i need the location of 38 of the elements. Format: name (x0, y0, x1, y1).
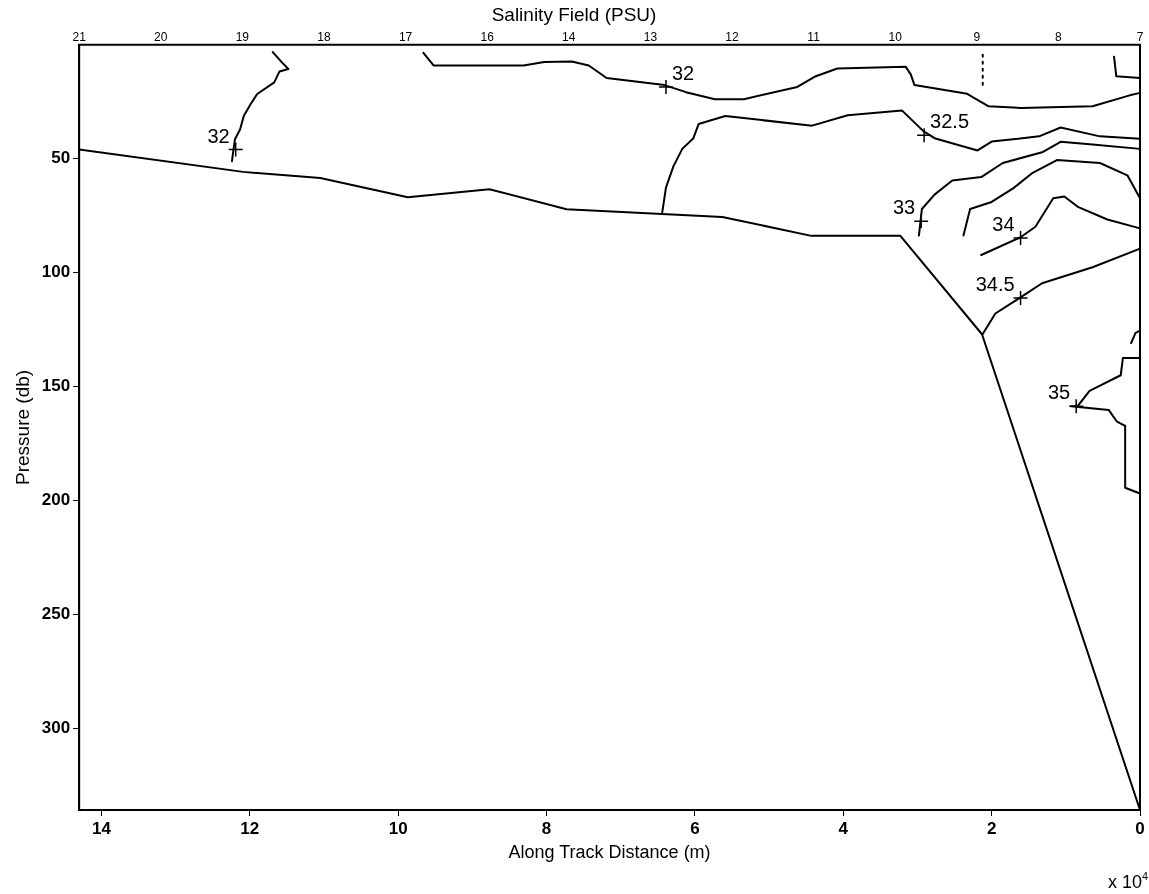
chart-title: Salinity Field (PSU) (491, 3, 657, 25)
annotation: 35 (1047, 381, 1071, 404)
y-tick-label: 100 (41, 262, 71, 282)
x-tick-label: 4 (838, 818, 849, 838)
text: 13 (643, 29, 658, 44)
text: 8 (1055, 29, 1063, 44)
annotation: 34.5 (975, 273, 1015, 296)
x-tick-label: 2 (986, 818, 997, 838)
y-tick-label: 200 (41, 489, 71, 509)
x-tick-label: 12 (240, 818, 260, 838)
text: 10 (888, 29, 903, 44)
text: 12 (725, 29, 739, 44)
y-tick-label: 50 (51, 148, 71, 168)
text: 11 (807, 29, 821, 44)
annotation: 34 (992, 212, 1015, 235)
text: 9 (973, 29, 981, 44)
annotation: 32 (671, 61, 695, 84)
text: 19 (235, 29, 250, 44)
y-tick-label: 250 (41, 603, 71, 623)
x-tick-label: 10 (388, 818, 408, 838)
x-tick-label: 8 (541, 818, 552, 838)
annotation: 32.5 (930, 110, 970, 133)
text: 18 (317, 29, 331, 44)
text: 16 (480, 29, 495, 44)
x-tick-label: 14 (91, 818, 112, 838)
y-axis-title: Pressure (db) (11, 369, 33, 485)
annotation: 33 (892, 196, 916, 219)
text: 7 (1136, 29, 1144, 44)
x-tick-label: 0 (1135, 818, 1145, 838)
text: 14 (562, 29, 576, 44)
text: 17 (398, 29, 413, 44)
y-tick-label: 150 (41, 376, 71, 396)
annotation: 32 (207, 124, 230, 147)
text: 21 (72, 29, 87, 44)
text: 20 (154, 29, 168, 44)
y-tick-label: 300 (41, 717, 71, 737)
x-axis-title: Along Track Distance (m) (508, 842, 711, 863)
x-tick-label: 6 (690, 818, 700, 838)
